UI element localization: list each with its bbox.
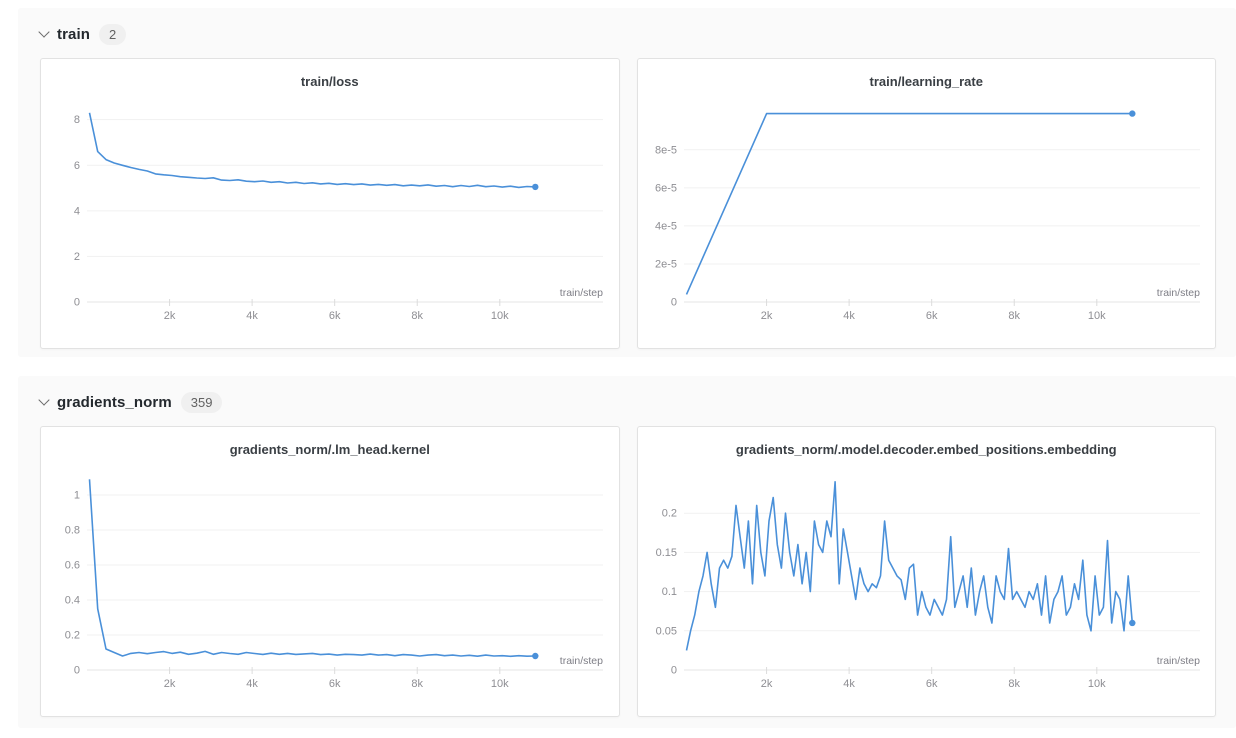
svg-text:0: 0 bbox=[74, 665, 80, 677]
chart-card-lm-head-kernel: gradients_norm/.lm_head.kernel 0 0.2 0.4 0.… bbox=[40, 426, 620, 717]
svg-text:0.6: 0.6 bbox=[65, 560, 80, 572]
latest-point-marker bbox=[532, 183, 539, 191]
chart-card-embed-positions: gradients_norm/.model.decoder.embed_posi… bbox=[636, 426, 1216, 717]
chevron-down-icon[interactable] bbox=[38, 394, 50, 406]
svg-text:2k: 2k bbox=[164, 310, 176, 322]
chevron-down-icon[interactable] bbox=[38, 26, 50, 38]
svg-text:8k: 8k bbox=[411, 310, 423, 322]
svg-text:8: 8 bbox=[74, 114, 80, 126]
chart-row: gradients_norm/.lm_head.kernel 0 0.2 0.4 0.… bbox=[40, 426, 1216, 717]
section-header-train[interactable]: train 2 bbox=[38, 18, 1216, 50]
svg-text:train/step: train/step bbox=[1156, 287, 1199, 299]
section-title: train bbox=[57, 25, 91, 43]
svg-text:0: 0 bbox=[74, 297, 80, 309]
latest-point-marker bbox=[1128, 619, 1136, 627]
svg-text:4e-5: 4e-5 bbox=[654, 220, 676, 232]
svg-text:10k: 10k bbox=[491, 678, 509, 690]
svg-text:0.1: 0.1 bbox=[661, 586, 676, 598]
svg-text:train/step: train/step bbox=[1156, 655, 1199, 667]
chart-count-badge: 2 bbox=[99, 23, 127, 45]
svg-text:0: 0 bbox=[670, 297, 676, 309]
chart-title: gradients_norm/.model.decoder.embed_posi… bbox=[735, 442, 1117, 457]
svg-text:8e-5: 8e-5 bbox=[654, 144, 676, 156]
svg-text:1: 1 bbox=[74, 490, 80, 502]
svg-text:6k: 6k bbox=[329, 678, 341, 690]
svg-text:6k: 6k bbox=[329, 310, 341, 322]
chart-row: train/loss 0 2 4 6 8 2k 4k 6k 8k 10k train/step tr… bbox=[40, 58, 1216, 349]
svg-text:10k: 10k bbox=[1087, 310, 1105, 322]
svg-text:train/step: train/step bbox=[560, 287, 603, 299]
svg-text:2e-5: 2e-5 bbox=[654, 258, 676, 270]
svg-text:8k: 8k bbox=[1008, 310, 1020, 322]
svg-text:2k: 2k bbox=[760, 310, 772, 322]
svg-text:4: 4 bbox=[74, 205, 80, 217]
chart-count-badge: 359 bbox=[180, 391, 223, 413]
svg-text:4k: 4k bbox=[246, 310, 258, 322]
chart-title: train/learning_rate bbox=[869, 74, 983, 89]
svg-text:0.2: 0.2 bbox=[65, 630, 80, 642]
svg-text:6k: 6k bbox=[925, 310, 937, 322]
svg-text:10k: 10k bbox=[1087, 678, 1105, 690]
svg-text:0: 0 bbox=[670, 665, 676, 677]
line-chart-train-loss[interactable]: 0 2 4 6 8 2k 4k 6k 8k 10k train/step bbox=[41, 92, 619, 346]
latest-point-marker bbox=[1128, 110, 1136, 117]
chart-title: gradients_norm/.lm_head.kernel bbox=[229, 442, 430, 457]
svg-text:0.15: 0.15 bbox=[655, 547, 676, 559]
chart-card-train-loss: train/loss 0 2 4 6 8 2k 4k 6k 8k 10k train/step bbox=[40, 58, 620, 349]
section-train: train 2 train/loss 0 2 4 6 8 2k 4k 6k 8k 10k train… bbox=[18, 8, 1236, 357]
line-chart-train-learning-rate[interactable]: 0 2e-5 4e-5 6e-5 8e-5 2k 4k 6k 8k 10k train/step bbox=[638, 92, 1216, 346]
svg-text:0.8: 0.8 bbox=[65, 525, 80, 537]
svg-text:6e-5: 6e-5 bbox=[654, 182, 676, 194]
latest-point-marker bbox=[532, 652, 539, 660]
svg-text:8k: 8k bbox=[411, 678, 423, 690]
svg-text:0.2: 0.2 bbox=[661, 508, 676, 520]
svg-text:train/step: train/step bbox=[560, 655, 603, 667]
line-chart-lm-head-kernel[interactable]: 0 0.2 0.4 0.6 0.8 1 2k 4k 6k 8k 10k train/step bbox=[41, 460, 619, 714]
svg-text:6: 6 bbox=[74, 160, 80, 172]
section-gradients-norm: gradients_norm 359 gradients_norm/.lm_he… bbox=[18, 376, 1236, 728]
chart-card-train-learning-rate: train/learning_rate 0 2e-5 4e-5 6e-5 8e-5 2k 4… bbox=[636, 58, 1216, 349]
svg-text:2k: 2k bbox=[760, 678, 772, 690]
chart-title: train/loss bbox=[300, 74, 359, 89]
line-chart-embed-positions[interactable]: 0 0.05 0.1 0.15 0.2 2k 4k 6k 8k 10k train/step bbox=[638, 460, 1216, 714]
svg-text:2k: 2k bbox=[164, 678, 176, 690]
svg-text:4k: 4k bbox=[843, 310, 855, 322]
svg-text:4k: 4k bbox=[246, 678, 258, 690]
svg-text:0.4: 0.4 bbox=[65, 595, 80, 607]
svg-text:6k: 6k bbox=[925, 678, 937, 690]
svg-text:0.05: 0.05 bbox=[655, 625, 676, 637]
section-header-gradients-norm[interactable]: gradients_norm 359 bbox=[38, 386, 1216, 418]
svg-text:10k: 10k bbox=[491, 310, 509, 322]
svg-text:8k: 8k bbox=[1008, 678, 1020, 690]
svg-text:2: 2 bbox=[74, 251, 80, 263]
section-title: gradients_norm bbox=[57, 393, 172, 411]
svg-text:4k: 4k bbox=[843, 678, 855, 690]
